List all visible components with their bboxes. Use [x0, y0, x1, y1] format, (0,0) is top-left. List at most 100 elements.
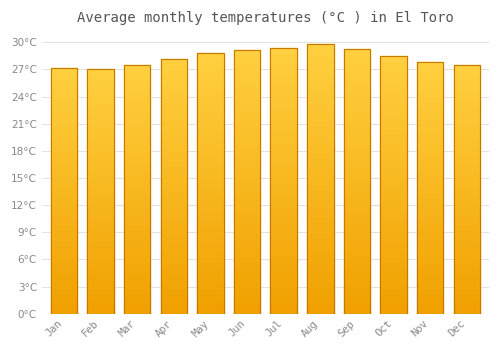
Bar: [270, 138, 297, 143]
Bar: [270, 53, 297, 58]
Bar: [124, 199, 150, 204]
Bar: [50, 260, 77, 265]
Bar: [270, 79, 297, 85]
Bar: [344, 208, 370, 213]
Bar: [234, 124, 260, 129]
Bar: [270, 90, 297, 96]
Bar: [50, 279, 77, 284]
Bar: [124, 309, 150, 314]
Bar: [270, 96, 297, 101]
Bar: [124, 115, 150, 120]
Bar: [234, 261, 260, 266]
Bar: [124, 249, 150, 254]
Bar: [307, 49, 334, 55]
Bar: [197, 147, 224, 152]
Bar: [160, 145, 187, 150]
Bar: [417, 203, 444, 208]
Bar: [160, 94, 187, 99]
Bar: [454, 95, 480, 100]
Bar: [344, 224, 370, 229]
Bar: [307, 244, 334, 249]
Bar: [124, 284, 150, 289]
Bar: [417, 233, 444, 238]
Bar: [344, 70, 370, 75]
Bar: [50, 146, 77, 151]
Bar: [417, 62, 444, 67]
Bar: [124, 184, 150, 189]
Title: Average monthly temperatures (°C ) in El Toro: Average monthly temperatures (°C ) in El…: [77, 11, 454, 25]
Bar: [88, 196, 114, 201]
Bar: [88, 275, 114, 280]
Bar: [50, 304, 77, 309]
Bar: [344, 139, 370, 144]
Bar: [197, 272, 224, 277]
Bar: [234, 160, 260, 166]
Bar: [307, 201, 334, 206]
Bar: [307, 147, 334, 152]
Bar: [88, 240, 114, 245]
Bar: [197, 298, 224, 303]
Bar: [88, 265, 114, 270]
Bar: [197, 256, 224, 261]
Bar: [124, 224, 150, 229]
Bar: [417, 148, 444, 153]
Bar: [124, 209, 150, 214]
Bar: [160, 58, 187, 314]
Bar: [270, 303, 297, 308]
Bar: [270, 165, 297, 170]
Bar: [124, 65, 150, 314]
Bar: [234, 86, 260, 92]
Bar: [88, 299, 114, 304]
Bar: [234, 49, 260, 314]
Bar: [380, 283, 407, 288]
Bar: [344, 271, 370, 276]
Bar: [380, 149, 407, 154]
Bar: [124, 239, 150, 244]
Bar: [197, 261, 224, 267]
Bar: [380, 107, 407, 113]
Bar: [270, 117, 297, 122]
Bar: [160, 232, 187, 237]
Bar: [234, 60, 260, 65]
Bar: [344, 293, 370, 298]
Bar: [344, 308, 370, 314]
Bar: [307, 66, 334, 71]
Bar: [88, 285, 114, 289]
Bar: [124, 264, 150, 269]
Bar: [380, 113, 407, 118]
Bar: [88, 108, 114, 113]
Bar: [124, 279, 150, 284]
Bar: [234, 197, 260, 203]
Bar: [50, 141, 77, 146]
Bar: [344, 239, 370, 245]
Bar: [50, 235, 77, 240]
Bar: [380, 262, 407, 267]
Bar: [197, 173, 224, 178]
Bar: [417, 223, 444, 228]
Bar: [160, 196, 187, 202]
Bar: [307, 76, 334, 82]
Bar: [307, 287, 334, 292]
Bar: [307, 260, 334, 265]
Bar: [307, 265, 334, 271]
Bar: [454, 214, 480, 219]
Bar: [307, 120, 334, 125]
Bar: [124, 244, 150, 249]
Bar: [270, 149, 297, 154]
Bar: [417, 188, 444, 193]
Bar: [380, 169, 407, 174]
Bar: [234, 176, 260, 182]
Bar: [160, 130, 187, 135]
Bar: [307, 184, 334, 190]
Bar: [417, 183, 444, 188]
Bar: [124, 100, 150, 105]
Bar: [380, 293, 407, 298]
Bar: [234, 192, 260, 197]
Bar: [50, 255, 77, 260]
Bar: [88, 123, 114, 128]
Bar: [124, 85, 150, 90]
Bar: [50, 299, 77, 304]
Bar: [197, 95, 224, 100]
Bar: [124, 219, 150, 224]
Bar: [124, 194, 150, 199]
